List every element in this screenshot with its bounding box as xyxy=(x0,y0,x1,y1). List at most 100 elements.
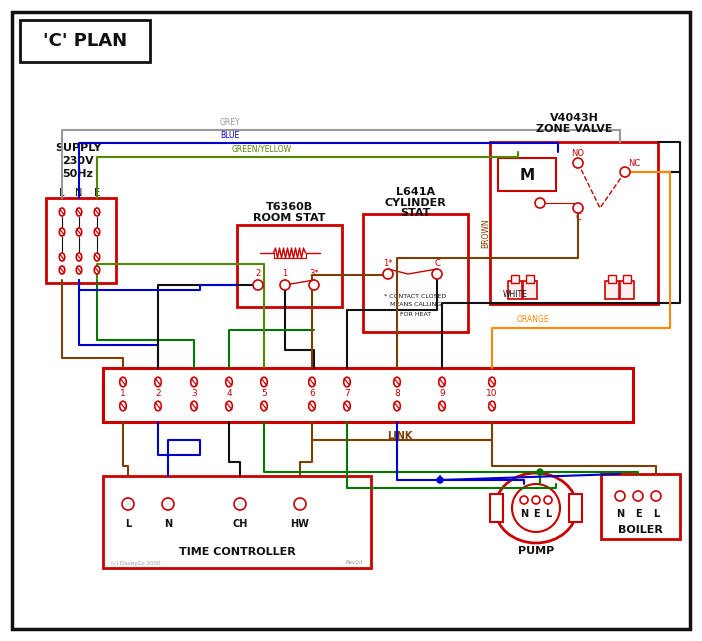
Ellipse shape xyxy=(94,228,100,236)
Ellipse shape xyxy=(77,208,81,216)
Ellipse shape xyxy=(344,377,350,387)
Text: WHITE: WHITE xyxy=(503,290,528,299)
Text: N: N xyxy=(616,509,624,519)
Text: 230V: 230V xyxy=(62,156,94,166)
Text: 3: 3 xyxy=(191,390,197,399)
Text: 4: 4 xyxy=(226,390,232,399)
Bar xyxy=(605,281,619,299)
Text: ROOM STAT: ROOM STAT xyxy=(253,213,326,223)
Circle shape xyxy=(615,491,625,501)
Bar xyxy=(526,275,534,283)
Ellipse shape xyxy=(394,401,400,411)
Text: 6: 6 xyxy=(309,390,315,399)
Text: 1: 1 xyxy=(282,269,288,278)
Bar xyxy=(623,275,631,283)
Circle shape xyxy=(573,158,583,168)
Text: N: N xyxy=(164,519,172,529)
Ellipse shape xyxy=(226,377,232,387)
Circle shape xyxy=(633,491,643,501)
Bar xyxy=(523,281,537,299)
Text: T6360B: T6360B xyxy=(266,202,313,212)
Ellipse shape xyxy=(59,228,65,236)
Text: * CONTACT CLOSED: * CONTACT CLOSED xyxy=(385,294,446,299)
Text: L: L xyxy=(125,519,131,529)
Circle shape xyxy=(512,484,560,532)
Text: L: L xyxy=(545,509,551,519)
Text: ORANGE: ORANGE xyxy=(517,315,550,324)
Text: BLUE: BLUE xyxy=(220,131,239,140)
Ellipse shape xyxy=(77,228,81,236)
Text: V4043H: V4043H xyxy=(550,113,598,123)
Text: 1: 1 xyxy=(120,390,126,399)
Text: 3*: 3* xyxy=(309,269,319,278)
Text: GREY: GREY xyxy=(220,118,241,127)
Ellipse shape xyxy=(344,401,350,411)
Bar xyxy=(237,225,342,307)
Ellipse shape xyxy=(59,266,65,274)
Circle shape xyxy=(573,203,583,213)
Text: TIME CONTROLLER: TIME CONTROLLER xyxy=(178,547,296,557)
Circle shape xyxy=(535,198,545,208)
Text: LINK: LINK xyxy=(388,431,413,441)
Ellipse shape xyxy=(191,401,197,411)
Text: N: N xyxy=(75,188,83,198)
Ellipse shape xyxy=(260,401,267,411)
Ellipse shape xyxy=(309,401,315,411)
Text: NC: NC xyxy=(628,158,640,167)
Bar xyxy=(569,494,582,522)
Text: 50Hz: 50Hz xyxy=(62,169,93,179)
Ellipse shape xyxy=(495,473,577,543)
Bar xyxy=(490,142,658,304)
Text: 2: 2 xyxy=(155,390,161,399)
Text: E: E xyxy=(533,509,539,519)
Text: FOR HEAT: FOR HEAT xyxy=(400,312,431,317)
Bar xyxy=(490,494,503,522)
Bar xyxy=(498,158,556,191)
Bar xyxy=(511,275,519,283)
Text: 9: 9 xyxy=(439,390,445,399)
Bar xyxy=(608,275,616,283)
Ellipse shape xyxy=(59,253,65,261)
Circle shape xyxy=(520,496,528,504)
Text: Rev1d: Rev1d xyxy=(346,560,363,565)
Text: ZONE VALVE: ZONE VALVE xyxy=(536,124,612,134)
Text: 10: 10 xyxy=(486,390,498,399)
Circle shape xyxy=(280,280,290,290)
Circle shape xyxy=(432,269,442,279)
Text: BOILER: BOILER xyxy=(618,525,663,535)
Text: C: C xyxy=(575,213,581,222)
Ellipse shape xyxy=(226,401,232,411)
Ellipse shape xyxy=(309,377,315,387)
Ellipse shape xyxy=(77,253,81,261)
Circle shape xyxy=(383,269,393,279)
Text: M: M xyxy=(519,169,534,183)
Ellipse shape xyxy=(120,401,126,411)
Ellipse shape xyxy=(154,401,161,411)
Text: E: E xyxy=(635,509,642,519)
Text: NO: NO xyxy=(571,149,585,158)
Circle shape xyxy=(253,280,263,290)
Text: N: N xyxy=(520,509,528,519)
Text: (c) DaveyCo 2000: (c) DaveyCo 2000 xyxy=(111,560,161,565)
Text: STAT: STAT xyxy=(400,208,431,218)
Circle shape xyxy=(294,498,306,510)
Bar xyxy=(620,281,634,299)
Ellipse shape xyxy=(120,377,126,387)
Text: GREEN/YELLOW: GREEN/YELLOW xyxy=(232,145,292,154)
Circle shape xyxy=(309,280,319,290)
Text: CH: CH xyxy=(232,519,248,529)
Ellipse shape xyxy=(394,377,400,387)
Ellipse shape xyxy=(77,266,81,274)
Text: L: L xyxy=(59,188,65,198)
Ellipse shape xyxy=(154,377,161,387)
Text: MEANS CALLING: MEANS CALLING xyxy=(390,303,441,308)
Bar xyxy=(508,281,522,299)
Text: E: E xyxy=(94,188,100,198)
Circle shape xyxy=(544,496,552,504)
Circle shape xyxy=(537,469,543,475)
Text: CYLINDER: CYLINDER xyxy=(385,198,446,208)
Circle shape xyxy=(532,496,540,504)
Circle shape xyxy=(122,498,134,510)
Text: 7: 7 xyxy=(344,390,350,399)
Circle shape xyxy=(620,167,630,177)
